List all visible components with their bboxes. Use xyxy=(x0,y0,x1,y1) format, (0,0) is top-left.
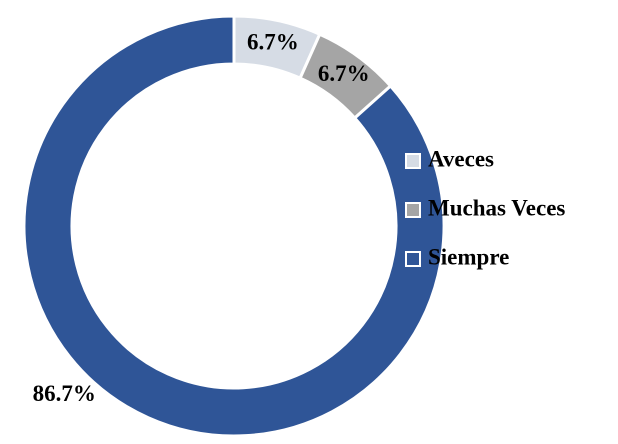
data-label: 6.7% xyxy=(318,61,370,86)
legend-marker xyxy=(405,153,421,169)
data-label: 6.7% xyxy=(247,29,299,54)
legend-label: Aveces xyxy=(428,146,494,171)
data-label: 86.7% xyxy=(33,381,96,406)
donut-slice xyxy=(22,14,446,438)
legend-label: Siempre xyxy=(428,244,509,269)
legend-marker xyxy=(405,251,421,267)
legend-marker xyxy=(405,202,421,218)
legend-label: Muchas Veces xyxy=(428,195,565,220)
